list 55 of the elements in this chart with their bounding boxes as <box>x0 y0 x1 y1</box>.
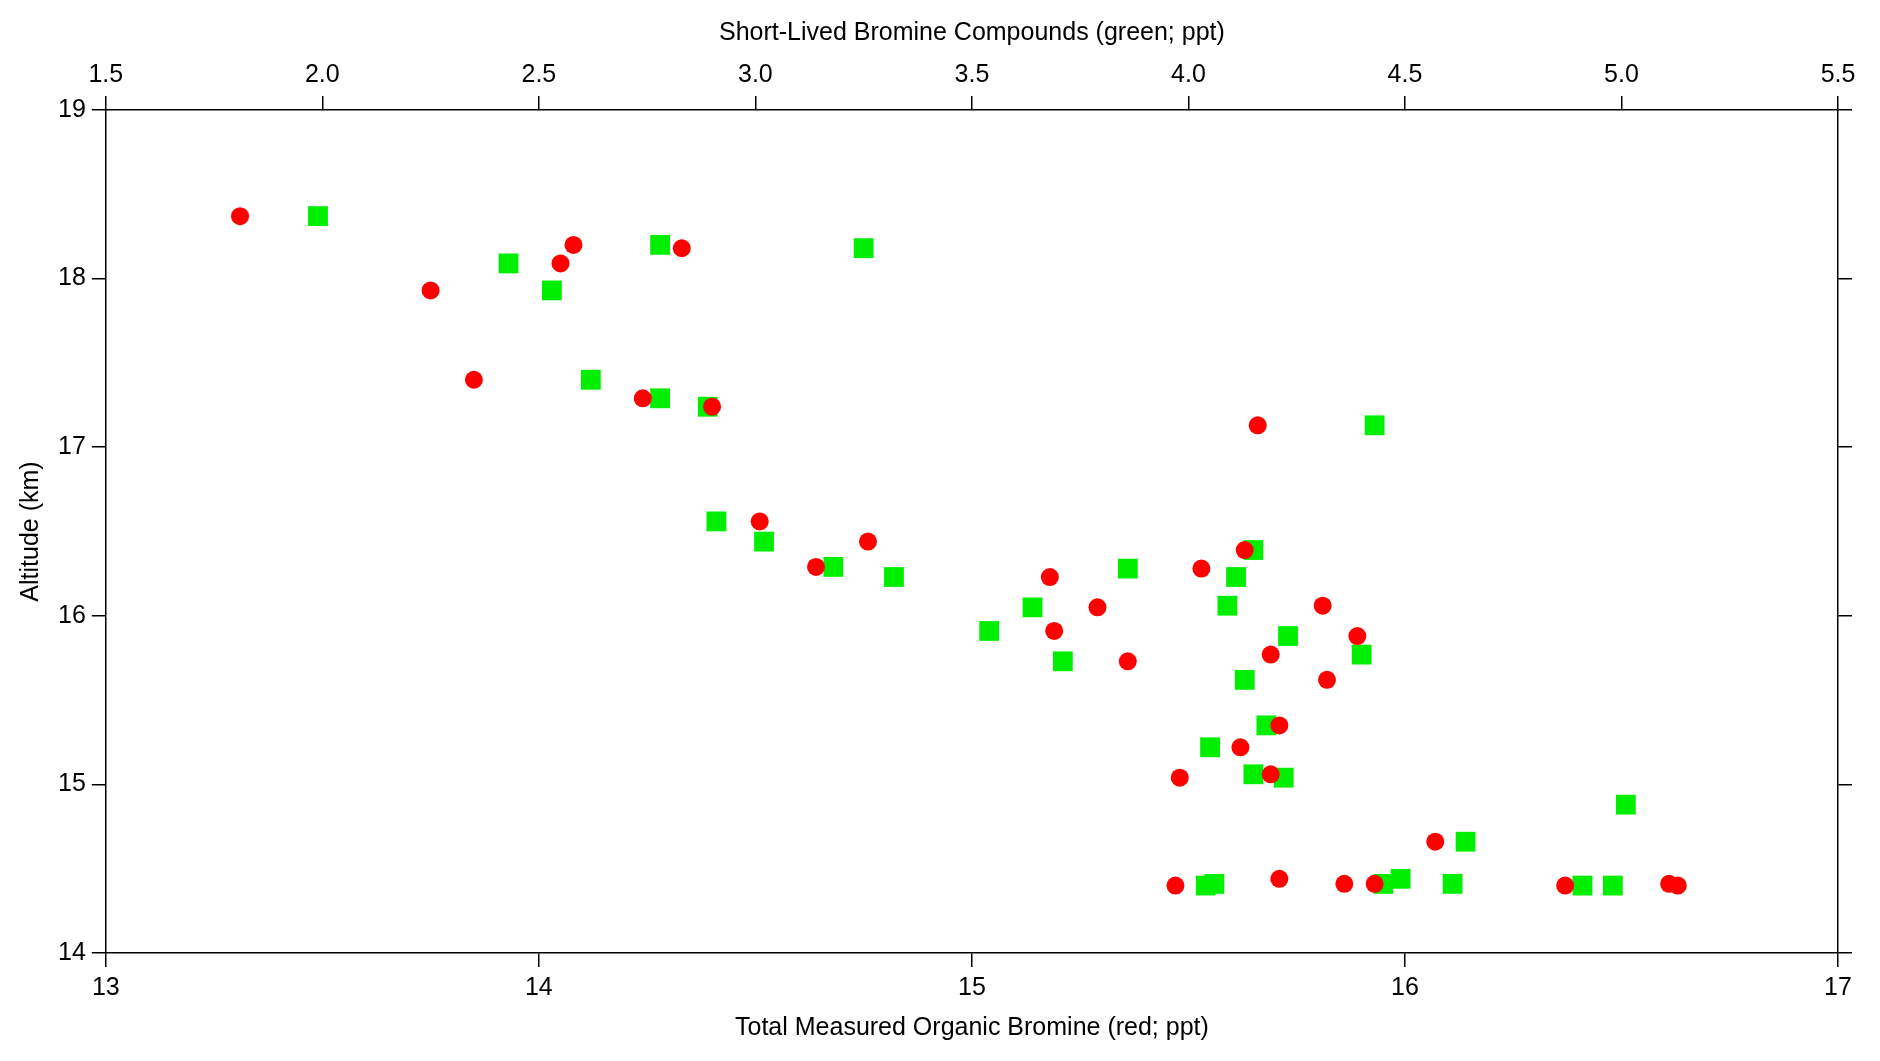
x2-tick-label: 4.5 <box>1387 58 1423 87</box>
point <box>1045 621 1064 640</box>
point <box>1270 869 1289 888</box>
point <box>1270 716 1289 735</box>
x2-tick-label: 2.5 <box>521 58 557 87</box>
point <box>1426 832 1445 851</box>
y-tick-label: 19 <box>58 93 86 122</box>
y-tick-label: 14 <box>58 936 86 965</box>
point <box>1248 416 1267 435</box>
point <box>464 370 483 389</box>
x2-tick-label: 3.0 <box>738 58 773 87</box>
point <box>1231 738 1250 757</box>
x2-tick-label: 1.5 <box>88 58 124 87</box>
y-tick-label: 15 <box>58 768 86 797</box>
point <box>1192 559 1211 578</box>
point <box>858 532 877 551</box>
point <box>1313 596 1332 615</box>
point <box>1261 765 1280 784</box>
point <box>750 512 769 531</box>
y-axis-title: Altitude (km) <box>14 461 43 602</box>
x-tick-label: 13 <box>91 971 120 1000</box>
point <box>1335 874 1354 893</box>
x-tick-label: 15 <box>958 971 986 1000</box>
point <box>564 235 583 254</box>
point <box>1318 670 1336 689</box>
x2-tick-label: 5.0 <box>1604 58 1639 87</box>
point <box>1088 598 1107 617</box>
point <box>1166 876 1185 895</box>
point <box>551 254 570 273</box>
point <box>1365 874 1384 893</box>
point <box>421 281 440 300</box>
x2-axis-title: Short-Lived Bromine Compounds (green; ppt) <box>719 16 1225 45</box>
point <box>1348 627 1367 646</box>
point <box>1235 541 1254 560</box>
point <box>1261 645 1280 664</box>
x-tick-label: 16 <box>1391 971 1419 1000</box>
x2-tick-label: 4.0 <box>1171 58 1206 87</box>
y-tick-label: 18 <box>58 262 86 291</box>
point <box>231 207 250 226</box>
x2-tick-label: 3.5 <box>954 58 990 87</box>
x-tick-label: 17 <box>1824 971 1852 1000</box>
x2-tick-label: 5.5 <box>1820 58 1856 87</box>
point <box>807 557 826 576</box>
point <box>1118 652 1137 671</box>
point <box>672 239 691 258</box>
x-axis-title: Total Measured Organic Bromine (red; ppt) <box>734 1011 1209 1040</box>
point <box>1556 876 1575 895</box>
point <box>1040 568 1059 587</box>
point <box>1170 768 1189 787</box>
point <box>633 389 652 408</box>
point <box>703 397 722 416</box>
y-tick-label: 17 <box>58 431 86 460</box>
x2-tick-label: 2.0 <box>304 58 340 87</box>
x-tick-label: 14 <box>524 971 553 1000</box>
y-tick-label: 16 <box>58 599 86 628</box>
